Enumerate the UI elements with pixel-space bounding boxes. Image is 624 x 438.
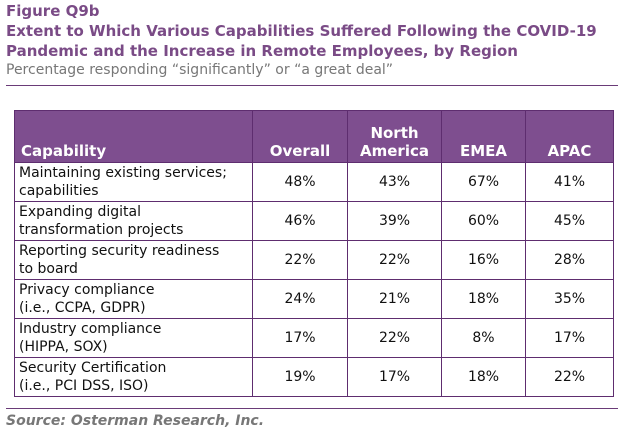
table-row: Security Certification (i.e., PCI DSS, I… bbox=[14, 357, 614, 397]
figure-title-line-1: Extent to Which Various Capabilities Suf… bbox=[6, 22, 597, 40]
bottom-divider bbox=[6, 408, 618, 409]
overall-cell: 17% bbox=[252, 318, 348, 358]
north-america-cell: 17% bbox=[347, 357, 442, 397]
figure-title: Extent to Which Various Capabilities Suf… bbox=[6, 21, 597, 61]
north-america-cell: 39% bbox=[347, 201, 442, 241]
capability-line-1: Privacy compliance bbox=[19, 282, 155, 298]
capability-line-2: (HIPPA, SOX) bbox=[19, 339, 108, 355]
header-emea: EMEA bbox=[441, 110, 526, 163]
table-row: Reporting security readiness to board 22… bbox=[14, 240, 614, 280]
overall-cell: 48% bbox=[252, 162, 348, 202]
source-note: Source: Osterman Research, Inc. bbox=[6, 413, 265, 429]
figure-title-line-2: Pandemic and the Increase in Remote Empl… bbox=[6, 42, 518, 60]
north-america-cell: 21% bbox=[347, 279, 442, 319]
apac-cell: 45% bbox=[525, 201, 614, 241]
capability-line-1: Expanding digital bbox=[19, 204, 141, 220]
header-overall: Overall bbox=[252, 110, 348, 163]
capability-line-2: to board bbox=[19, 261, 78, 277]
emea-cell: 16% bbox=[441, 240, 526, 280]
header-north-america: North America bbox=[347, 110, 442, 163]
overall-cell: 19% bbox=[252, 357, 348, 397]
capability-line-1: Industry compliance bbox=[19, 321, 162, 337]
emea-cell: 67% bbox=[441, 162, 526, 202]
north-america-cell: 43% bbox=[347, 162, 442, 202]
capability-line-1: Maintaining existing services; bbox=[19, 165, 227, 181]
emea-cell: 60% bbox=[441, 201, 526, 241]
capability-line-1: Security Certification bbox=[19, 360, 167, 376]
capability-cell: Expanding digital transformation project… bbox=[14, 201, 253, 241]
capability-line-2: (i.e., CCPA, GDPR) bbox=[19, 300, 146, 316]
header-north-america-line-1: North bbox=[370, 124, 419, 142]
overall-cell: 46% bbox=[252, 201, 348, 241]
apac-cell: 41% bbox=[525, 162, 614, 202]
overall-cell: 24% bbox=[252, 279, 348, 319]
apac-cell: 22% bbox=[525, 357, 614, 397]
table-row: Expanding digital transformation project… bbox=[14, 201, 614, 241]
figure-subtitle: Percentage responding “significantly” or… bbox=[6, 62, 394, 78]
capability-cell: Maintaining existing services; capabilit… bbox=[14, 162, 253, 202]
overall-cell: 22% bbox=[252, 240, 348, 280]
emea-cell: 18% bbox=[441, 357, 526, 397]
north-america-cell: 22% bbox=[347, 240, 442, 280]
emea-cell: 8% bbox=[441, 318, 526, 358]
capability-line-2: (i.e., PCI DSS, ISO) bbox=[19, 378, 149, 394]
table-header-row: Capability Overall North America EMEA AP… bbox=[14, 110, 614, 163]
table-row: Maintaining existing services; capabilit… bbox=[14, 162, 614, 202]
north-america-cell: 22% bbox=[347, 318, 442, 358]
table-row: Industry compliance (HIPPA, SOX) 17% 22%… bbox=[14, 318, 614, 358]
capability-cell: Industry compliance (HIPPA, SOX) bbox=[14, 318, 253, 358]
header-capability: Capability bbox=[14, 110, 253, 163]
capability-line-2: capabilities bbox=[19, 183, 99, 199]
capability-cell: Reporting security readiness to board bbox=[14, 240, 253, 280]
apac-cell: 35% bbox=[525, 279, 614, 319]
capability-cell: Security Certification (i.e., PCI DSS, I… bbox=[14, 357, 253, 397]
apac-cell: 17% bbox=[525, 318, 614, 358]
apac-cell: 28% bbox=[525, 240, 614, 280]
top-divider bbox=[6, 85, 618, 86]
header-north-america-line-2: America bbox=[360, 142, 429, 160]
figure-label: Figure Q9b bbox=[6, 2, 100, 20]
emea-cell: 18% bbox=[441, 279, 526, 319]
capability-line-2: transformation projects bbox=[19, 222, 184, 238]
capability-cell: Privacy compliance (i.e., CCPA, GDPR) bbox=[14, 279, 253, 319]
header-apac: APAC bbox=[525, 110, 614, 163]
table-row: Privacy compliance (i.e., CCPA, GDPR) 24… bbox=[14, 279, 614, 319]
capability-line-1: Reporting security readiness bbox=[19, 243, 220, 259]
capabilities-table: Capability Overall North America EMEA AP… bbox=[14, 110, 614, 397]
